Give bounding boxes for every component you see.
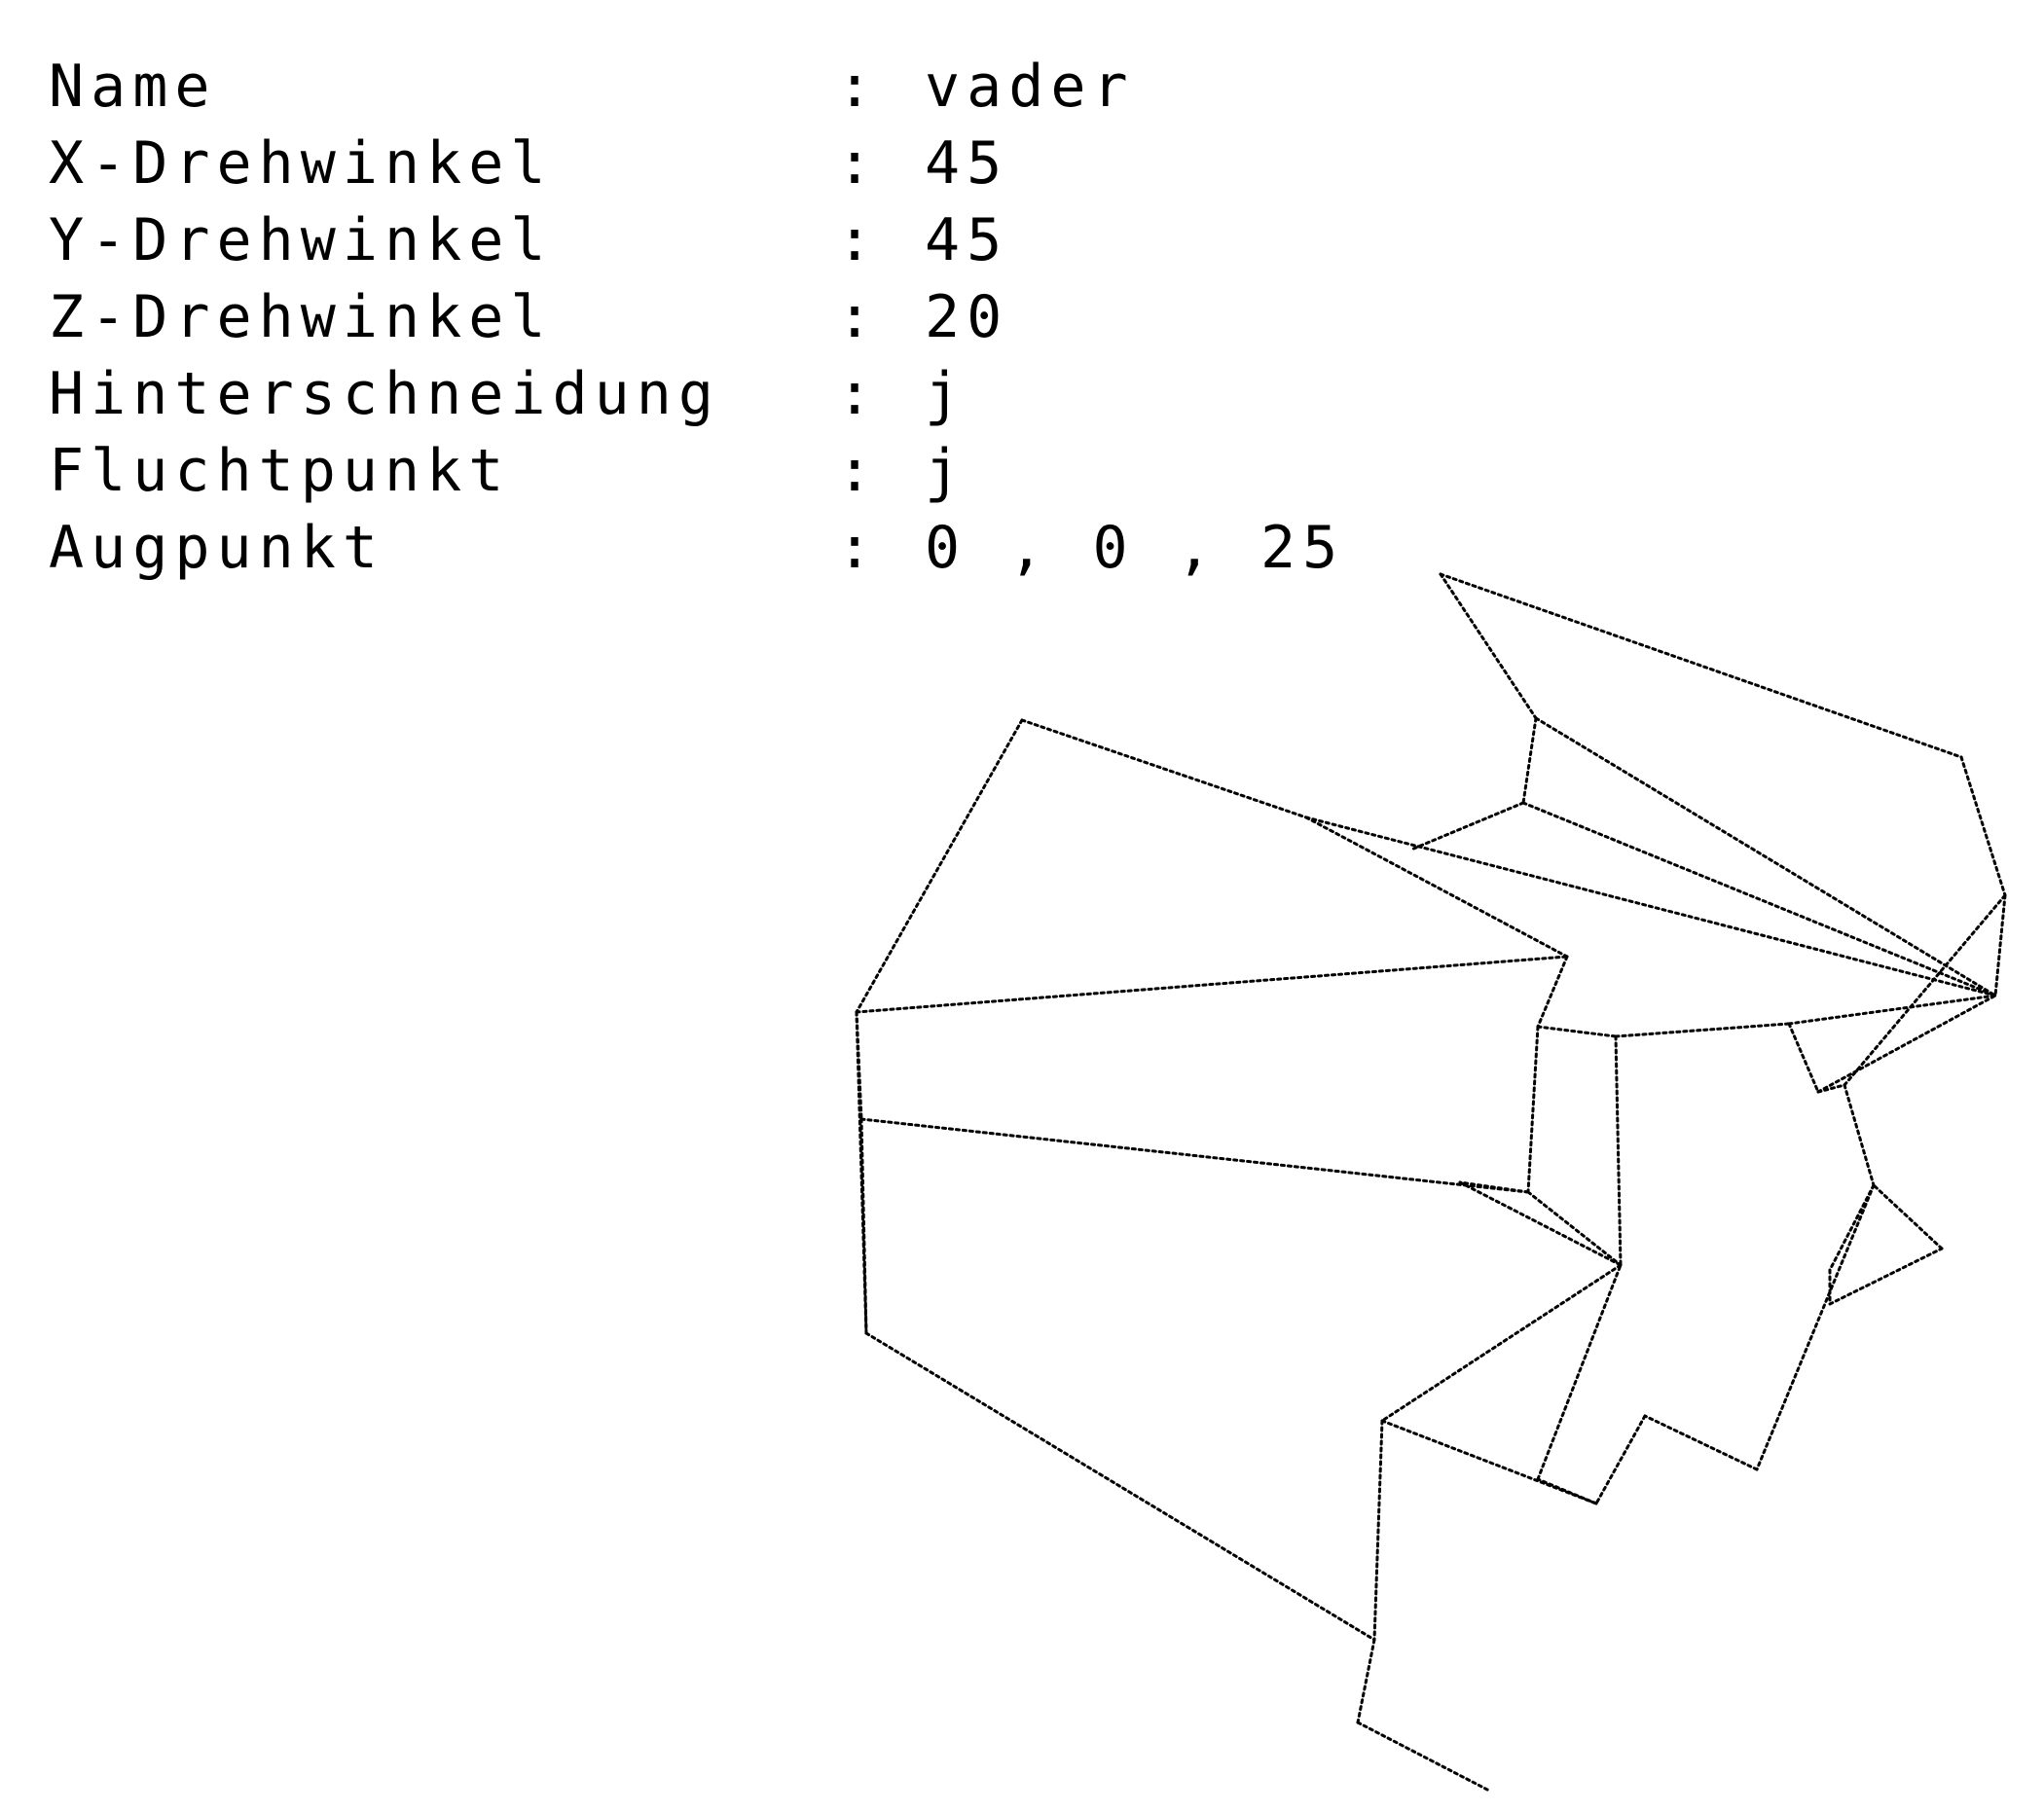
- param-value: 20: [925, 283, 1009, 351]
- wireframe-edge: [1614, 1022, 1791, 1038]
- wireframe-edge: [1816, 1083, 1846, 1094]
- wireframe-edge: [1536, 1263, 1623, 1481]
- wireframe-edge: [1787, 1022, 1820, 1094]
- wireframe-edge: [1872, 1183, 1944, 1250]
- wireframe-edge: [1536, 1025, 1618, 1038]
- wireframe-edge: [1356, 1638, 1376, 1724]
- param-value: j: [925, 360, 967, 428]
- wireframe-edge: [1356, 1721, 1491, 1793]
- wireframe-edge: [1458, 1180, 1530, 1194]
- param-separator: :: [837, 129, 880, 198]
- wireframe-edge: [1439, 572, 1963, 759]
- param-value: 45: [925, 129, 1009, 198]
- wireframe-edge: [1614, 1034, 1623, 1267]
- wireframe-edge: [1755, 1183, 1876, 1471]
- wireframe-edge: [1816, 994, 1997, 1094]
- wireframe-edge: [1959, 755, 2007, 897]
- param-separator: :: [837, 206, 880, 274]
- wireframe-edges: [855, 572, 2007, 1793]
- wireframe-edge: [1304, 815, 1997, 997]
- param-row-z-rotation: Z-Drehwinkel : 20: [49, 279, 1344, 356]
- wireframe-edge: [855, 718, 1024, 1014]
- wireframe-edge: [1372, 1419, 1384, 1642]
- wireframe-edge: [1526, 1190, 1623, 1267]
- wireframe-edge: [1304, 815, 1569, 959]
- param-value: vader: [925, 53, 1135, 121]
- wireframe-edge: [1843, 893, 2007, 1087]
- wireframe-edge: [1020, 718, 1308, 819]
- param-label: Z-Drehwinkel: [49, 283, 553, 351]
- param-label: Y-Drehwinkel: [49, 206, 553, 274]
- wireframe-edge: [1643, 1414, 1759, 1471]
- param-separator: :: [837, 53, 880, 121]
- wireframe-edge: [855, 1010, 868, 1335]
- wireframe-edge: [1536, 1477, 1598, 1505]
- param-label: X-Drehwinkel: [49, 129, 553, 198]
- wireframe-edge: [1380, 1419, 1598, 1505]
- wireframe-edge: [1380, 1263, 1623, 1423]
- wireframe-edge: [1521, 801, 1997, 997]
- wireframe-edge: [864, 1331, 1376, 1642]
- param-label: Augpunkt: [49, 514, 384, 582]
- param-row-hidden-line: Hinterschneidung : j: [49, 356, 1344, 433]
- param-value: j: [925, 437, 967, 505]
- wireframe-edge: [1458, 1180, 1623, 1267]
- wireframe-edge: [1787, 994, 1997, 1026]
- wireframe-edge: [855, 955, 1569, 1014]
- param-row-y-rotation: Y-Drehwinkel : 45: [49, 202, 1344, 279]
- wireframe-edge: [1843, 1083, 1876, 1187]
- wireframe-edge: [1521, 716, 1538, 805]
- wireframe-edge: [1439, 572, 1538, 720]
- param-value: 0 , 0 , 25: [925, 514, 1345, 582]
- param-row-vanishing-point: Fluchtpunkt : j: [49, 433, 1344, 510]
- param-label: Fluchtpunkt: [49, 437, 511, 505]
- param-separator: :: [837, 514, 880, 582]
- wireframe-edge: [1594, 1414, 1647, 1505]
- wireframe-edge: [859, 1117, 1530, 1194]
- param-row-x-rotation: X-Drehwinkel : 45: [49, 126, 1344, 202]
- param-separator: :: [837, 283, 880, 351]
- wireframe-edge: [1828, 1183, 1876, 1272]
- wireframe-edge: [1526, 1025, 1540, 1194]
- parameter-list: Name : vader X-Drehwinkel : 45 Y-Drehwin…: [49, 49, 1344, 587]
- wireframe-edge: [1409, 801, 1525, 852]
- wireframe-edge: [1536, 955, 1569, 1029]
- wireframe-edge: [1993, 893, 2007, 997]
- param-separator: :: [837, 360, 880, 428]
- wireframe-edge: [1534, 716, 1997, 997]
- param-row-name: Name : vader: [49, 49, 1344, 126]
- param-label: Hinterschneidung: [49, 360, 720, 428]
- param-label: Name: [49, 53, 217, 121]
- wireframe-edge: [1828, 1247, 1944, 1306]
- param-row-eye-point: Augpunkt : 0 , 0 , 25: [49, 510, 1344, 587]
- param-value: 45: [925, 206, 1009, 274]
- param-separator: :: [837, 437, 880, 505]
